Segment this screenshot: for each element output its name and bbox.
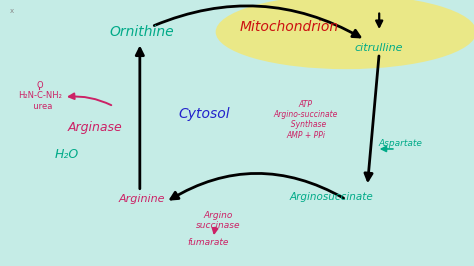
Text: Ornithine: Ornithine xyxy=(110,25,174,39)
Ellipse shape xyxy=(216,0,474,69)
Text: H₂N-C-NH₂
  urea: H₂N-C-NH₂ urea xyxy=(18,92,62,111)
Text: x: x xyxy=(10,8,14,14)
FancyArrowPatch shape xyxy=(212,227,218,233)
Text: fumarate: fumarate xyxy=(188,238,229,247)
Text: Cytosol: Cytosol xyxy=(178,107,229,121)
Text: Aspartate: Aspartate xyxy=(379,139,422,148)
FancyArrowPatch shape xyxy=(154,6,360,37)
FancyArrowPatch shape xyxy=(382,147,393,151)
Text: citrulline: citrulline xyxy=(355,43,403,53)
FancyArrowPatch shape xyxy=(69,93,111,105)
Text: Mitochondrion: Mitochondrion xyxy=(239,20,339,34)
FancyArrowPatch shape xyxy=(171,173,344,199)
FancyArrowPatch shape xyxy=(376,13,382,27)
Text: ATP
Argino-succinate
  Synthase
AMP + PPi: ATP Argino-succinate Synthase AMP + PPi xyxy=(273,99,338,140)
Text: Argino
succinase: Argino succinase xyxy=(196,211,240,230)
FancyArrowPatch shape xyxy=(136,48,144,189)
Text: Arginase: Arginase xyxy=(67,121,122,134)
Text: Arginosuccinate: Arginosuccinate xyxy=(290,192,374,202)
Text: H₂O: H₂O xyxy=(54,148,79,161)
Text: Arginine: Arginine xyxy=(119,194,165,205)
Text: O: O xyxy=(37,81,44,90)
FancyArrowPatch shape xyxy=(365,56,379,180)
